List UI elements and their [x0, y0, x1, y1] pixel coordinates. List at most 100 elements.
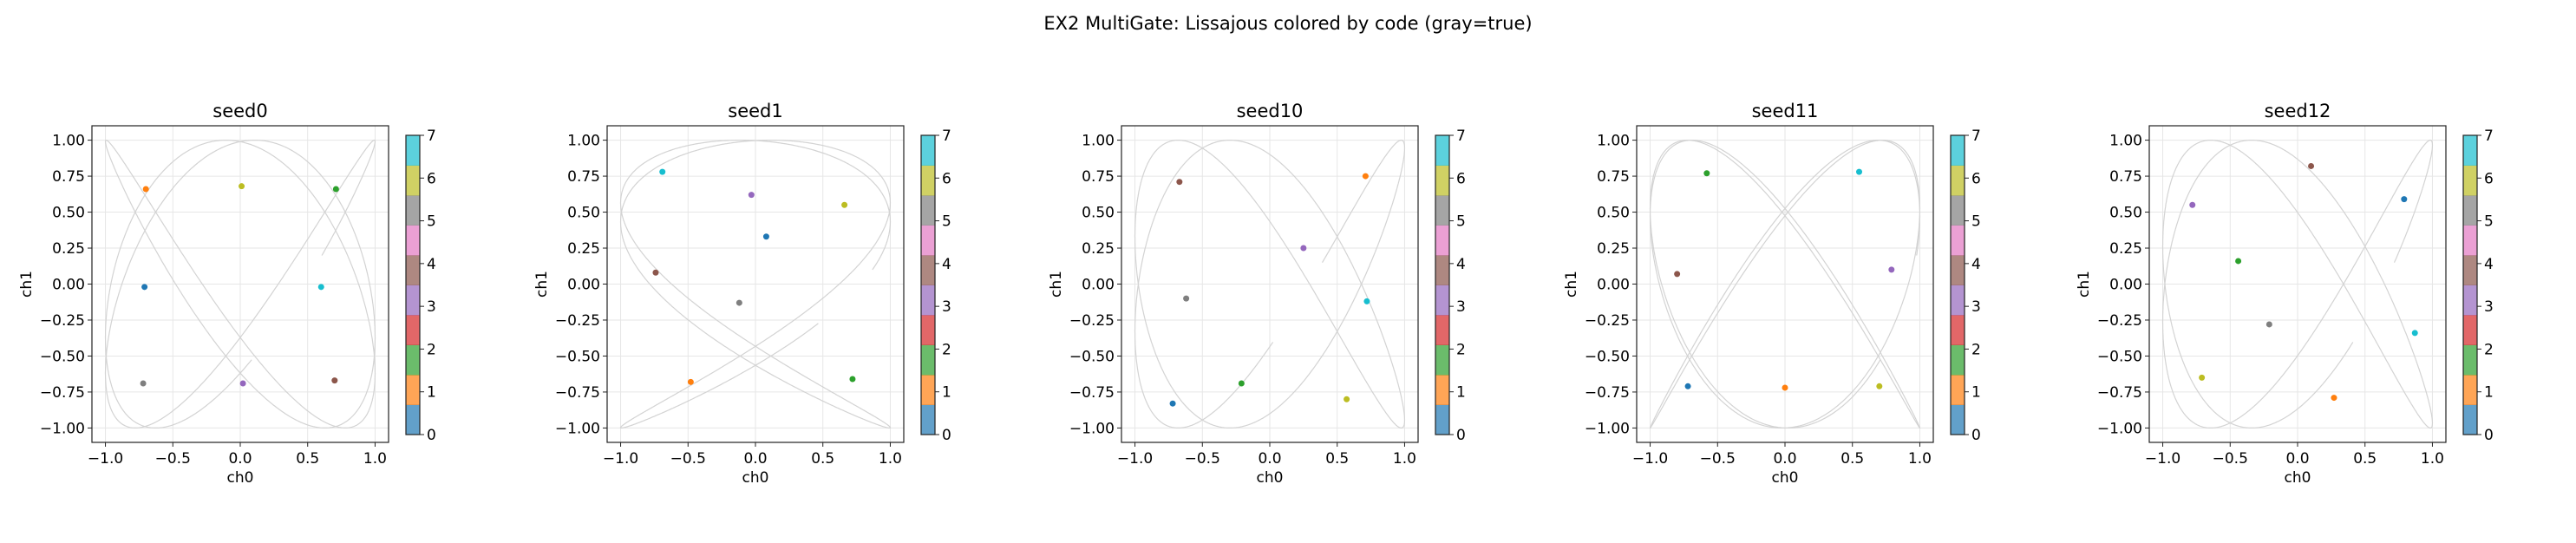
y-tick-label: −0.25 [1585, 312, 1630, 330]
subplot-seed0: −1.0 −0.5 0.0 0.5 1.0 −1.00 −0.75 −0.50 −0.25 0.0… [18, 101, 436, 487]
y-axis-label: ch1 [1048, 271, 1065, 298]
code-point-2 [1238, 380, 1245, 387]
y-tick-label: −0.50 [1585, 348, 1630, 365]
x-tick-label: 0.0 [1258, 450, 1281, 468]
colorbar-frame [1950, 134, 1965, 435]
colorbar-band [406, 255, 420, 285]
code-point-7 [317, 284, 324, 291]
colorbar-band [2463, 315, 2477, 345]
colorbar-band [2463, 225, 2477, 256]
code-point-4 [2308, 162, 2315, 169]
code-point-7 [2411, 330, 2418, 337]
colorbar-tick-label: 3 [427, 298, 436, 316]
y-tick-label: −0.25 [40, 312, 85, 330]
colorbar-tick-label: 6 [2484, 170, 2494, 187]
code-point-2 [849, 376, 856, 383]
code-point-2 [1703, 170, 1710, 177]
code-point-3 [239, 380, 246, 387]
colorbar-band [921, 344, 935, 376]
colorbar-tick-label: 1 [942, 384, 951, 402]
colorbar-band [2463, 135, 2477, 166]
subplot-title: seed1 [728, 101, 782, 121]
x-tick-label: −0.5 [2213, 450, 2248, 468]
x-tick-label: −1.0 [1117, 450, 1153, 468]
colorbar-tick-label: 2 [1971, 341, 1981, 358]
colorbar-band [921, 375, 935, 405]
y-tick-label: −0.50 [555, 348, 600, 365]
colorbar-tick-label: 7 [942, 128, 951, 145]
colorbar-band [406, 195, 420, 226]
colorbar-tick-label: 7 [1971, 128, 1981, 145]
x-tick-label: 0.0 [228, 450, 252, 468]
y-tick-label: 0.50 [567, 205, 600, 222]
y-tick-label: 0.25 [567, 240, 600, 258]
subplot-seed10: −1.0 −0.5 0.0 0.5 1.0 −1.00 −0.75 −0.50 −0.25 0.0… [1048, 101, 1466, 487]
x-axis-label: ch0 [1257, 469, 1284, 487]
x-tick-label: −1.0 [603, 450, 638, 468]
x-axis-label: ch0 [742, 469, 769, 487]
x-tick-label: −0.5 [1700, 450, 1736, 468]
y-tick-label: 0.50 [52, 205, 85, 222]
subplot-seed11: −1.0 −0.5 0.0 0.5 1.0 −1.00 −0.75 −0.50 −0.25 0.0… [1563, 101, 1981, 487]
code-point-2 [2235, 258, 2242, 265]
y-tick-label: −0.75 [40, 384, 85, 402]
colorbar-band [2463, 344, 2477, 376]
colorbar-tick-label: 3 [1971, 298, 1981, 316]
subplot-title: seed12 [2265, 101, 2331, 121]
colorbar-tick-label: 5 [427, 213, 436, 231]
x-tick-label: 1.0 [1908, 450, 1932, 468]
colorbar-band [2463, 404, 2477, 435]
colorbar-band [2463, 165, 2477, 196]
code-point-0 [1684, 383, 1691, 389]
colorbar-tick-label: 7 [1456, 128, 1466, 145]
colorbar-band [1951, 165, 1965, 196]
code-point-1 [687, 378, 694, 385]
code-point-6 [2199, 374, 2206, 381]
colorbar: 0 1 2 3 4 5 6 7 [1435, 128, 1466, 444]
colorbar-band [1951, 404, 1965, 435]
code-point-3 [1888, 266, 1895, 273]
y-tick-label: 0.00 [567, 277, 600, 294]
code-point-1 [2331, 395, 2337, 402]
x-tick-label: 0.5 [1325, 450, 1349, 468]
code-point-7 [1363, 298, 1370, 304]
colorbar-band [921, 195, 935, 226]
colorbar-tick-label: 1 [1456, 384, 1466, 402]
colorbar: 0 1 2 3 4 5 6 7 [2462, 128, 2494, 444]
code-point-7 [659, 168, 666, 175]
colorbar-tick-label: 2 [427, 341, 436, 358]
code-point-6 [239, 183, 245, 190]
colorbar-tick-label: 5 [1456, 213, 1466, 231]
code-point-5 [736, 299, 742, 306]
code-point-6 [1876, 383, 1883, 389]
y-tick-label: 0.25 [1597, 240, 1630, 258]
colorbar-tick-label: 1 [2484, 384, 2494, 402]
colorbar-band [1951, 315, 1965, 345]
y-tick-label: 0.25 [2109, 240, 2142, 258]
y-tick-label: −0.25 [555, 312, 600, 330]
colorbar-band [2463, 285, 2477, 316]
colorbar-tick-label: 4 [1971, 256, 1981, 273]
x-tick-label: −0.5 [670, 450, 706, 468]
code-point-5 [2265, 321, 2272, 328]
colorbar-band [2463, 375, 2477, 405]
y-tick-label: 0.25 [52, 240, 85, 258]
y-tick-label: 1.00 [1597, 133, 1630, 150]
colorbar-band [1951, 195, 1965, 226]
y-tick-label: 0.00 [52, 277, 85, 294]
y-tick-label: −1.00 [2097, 420, 2142, 437]
y-tick-label: −0.75 [2097, 384, 2142, 402]
y-tick-label: 0.75 [2109, 168, 2142, 186]
x-tick-label: 1.0 [363, 450, 387, 468]
colorbar-band [1435, 165, 1449, 196]
x-tick-label: −0.5 [155, 450, 191, 468]
colorbar-tick-label: 6 [427, 170, 436, 187]
colorbar-tick-label: 3 [942, 298, 951, 316]
colorbar-band [406, 285, 420, 316]
true-lissajous-curve [1134, 140, 1406, 429]
colorbar-tick-label: 0 [1971, 427, 1981, 444]
colorbar-band [1951, 135, 1965, 166]
y-tick-label: −0.75 [555, 384, 600, 402]
y-tick-label: 0.75 [1082, 168, 1115, 186]
